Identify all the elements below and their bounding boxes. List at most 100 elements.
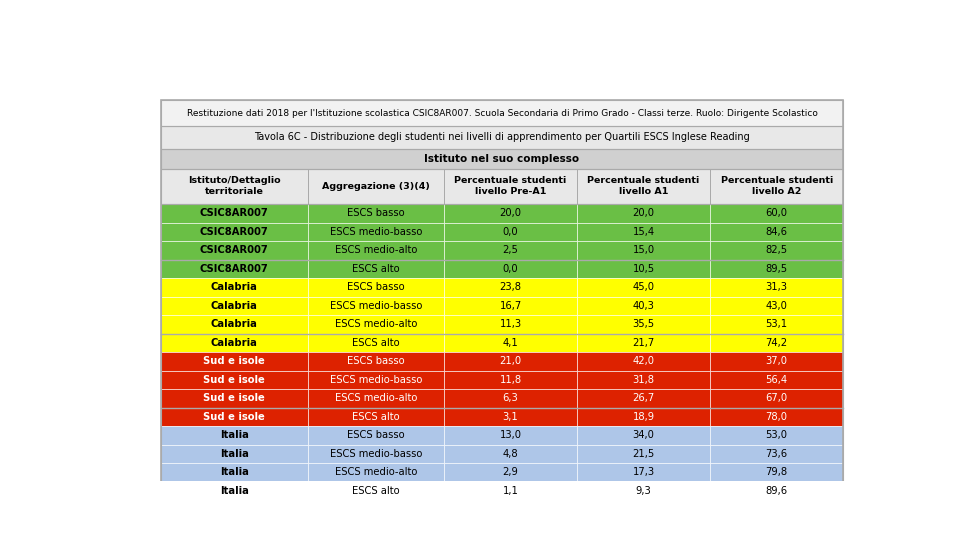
Bar xyxy=(444,426,577,444)
Bar xyxy=(161,370,307,389)
Text: Istituto nel suo complesso: Istituto nel suo complesso xyxy=(424,154,580,164)
Text: 42,0: 42,0 xyxy=(633,356,655,366)
Bar xyxy=(710,222,843,241)
Text: 74,2: 74,2 xyxy=(765,338,788,348)
Bar xyxy=(710,315,843,334)
Text: Italia: Italia xyxy=(220,449,249,459)
Text: Italia: Italia xyxy=(220,486,249,496)
Text: Italia: Italia xyxy=(220,468,249,477)
Bar xyxy=(710,204,843,222)
Text: 1,1: 1,1 xyxy=(503,486,518,496)
Text: 6,3: 6,3 xyxy=(503,393,518,403)
Bar xyxy=(307,389,444,408)
Bar xyxy=(161,204,307,222)
Text: ESCS alto: ESCS alto xyxy=(352,412,399,422)
Bar xyxy=(577,278,710,296)
Text: ESCS medio-alto: ESCS medio-alto xyxy=(335,468,417,477)
Text: 56,4: 56,4 xyxy=(765,375,788,385)
Text: 60,0: 60,0 xyxy=(766,208,787,218)
Bar xyxy=(161,408,307,426)
Text: 31,3: 31,3 xyxy=(766,282,787,292)
Bar xyxy=(161,222,307,241)
Text: 2,9: 2,9 xyxy=(503,468,518,477)
Text: Sud e isole: Sud e isole xyxy=(204,393,265,403)
Bar xyxy=(161,444,307,463)
Bar xyxy=(444,315,577,334)
Bar xyxy=(577,444,710,463)
Text: 43,0: 43,0 xyxy=(766,301,787,311)
Text: Percentuale studenti
livello A1: Percentuale studenti livello A1 xyxy=(588,177,700,197)
Bar xyxy=(307,260,444,278)
Bar xyxy=(710,463,843,482)
Text: 13,0: 13,0 xyxy=(499,430,521,441)
Bar xyxy=(161,100,843,126)
Bar xyxy=(161,126,843,149)
Bar xyxy=(710,389,843,408)
Text: ESCS medio-basso: ESCS medio-basso xyxy=(329,227,422,237)
Bar xyxy=(307,278,444,296)
Bar xyxy=(307,222,444,241)
Bar xyxy=(161,126,843,149)
Bar xyxy=(444,241,577,260)
Bar xyxy=(577,426,710,444)
Bar xyxy=(577,334,710,352)
Bar xyxy=(444,204,577,222)
Bar xyxy=(577,482,710,500)
Bar xyxy=(307,241,444,260)
Bar xyxy=(577,204,710,222)
Text: 89,5: 89,5 xyxy=(765,264,788,274)
Text: 73,6: 73,6 xyxy=(765,449,788,459)
Bar xyxy=(307,426,444,444)
Bar xyxy=(307,408,444,426)
Text: ESCS basso: ESCS basso xyxy=(347,430,405,441)
Text: 18,9: 18,9 xyxy=(633,412,655,422)
Text: 11,3: 11,3 xyxy=(499,319,521,329)
Bar xyxy=(161,278,307,296)
Text: 31,8: 31,8 xyxy=(633,375,655,385)
Text: 21,0: 21,0 xyxy=(499,356,521,366)
Text: ESCS medio-alto: ESCS medio-alto xyxy=(335,319,417,329)
Bar xyxy=(307,296,444,315)
Text: 45,0: 45,0 xyxy=(633,282,655,292)
Bar xyxy=(577,370,710,389)
Bar xyxy=(710,296,843,315)
Bar xyxy=(710,408,843,426)
Text: ESCS medio-alto: ESCS medio-alto xyxy=(335,245,417,255)
Bar xyxy=(444,444,577,463)
Text: ESCS alto: ESCS alto xyxy=(352,264,399,274)
Bar xyxy=(161,463,307,482)
Text: ESCS basso: ESCS basso xyxy=(347,356,405,366)
Bar xyxy=(710,241,843,260)
Text: 21,5: 21,5 xyxy=(633,449,655,459)
Text: Sud e isole: Sud e isole xyxy=(204,375,265,385)
Text: 79,8: 79,8 xyxy=(765,468,788,477)
Bar xyxy=(444,334,577,352)
Text: Calabria: Calabria xyxy=(211,319,257,329)
Bar xyxy=(161,389,307,408)
Bar xyxy=(577,463,710,482)
Bar xyxy=(577,260,710,278)
Text: 53,0: 53,0 xyxy=(766,430,787,441)
Text: Istituto/Dettaglio
territoriale: Istituto/Dettaglio territoriale xyxy=(188,177,280,197)
Text: 3,1: 3,1 xyxy=(503,412,518,422)
Bar xyxy=(444,352,577,370)
Bar xyxy=(444,370,577,389)
Bar xyxy=(161,296,307,315)
Text: 9,3: 9,3 xyxy=(636,486,652,496)
Text: ESCS medio-basso: ESCS medio-basso xyxy=(329,375,422,385)
Text: Aggregazione (3)(4): Aggregazione (3)(4) xyxy=(322,182,430,191)
Bar xyxy=(710,444,843,463)
Text: ESCS alto: ESCS alto xyxy=(352,486,399,496)
Text: Percentuale studenti
livello Pre-A1: Percentuale studenti livello Pre-A1 xyxy=(454,177,566,197)
Text: ESCS alto: ESCS alto xyxy=(352,338,399,348)
Bar xyxy=(307,370,444,389)
Bar xyxy=(161,149,843,169)
Text: 34,0: 34,0 xyxy=(633,430,655,441)
Bar xyxy=(444,408,577,426)
Bar xyxy=(444,482,577,500)
Bar xyxy=(577,408,710,426)
Text: 0,0: 0,0 xyxy=(503,264,518,274)
Text: 4,8: 4,8 xyxy=(503,449,518,459)
Text: 89,6: 89,6 xyxy=(765,486,788,496)
Bar xyxy=(444,463,577,482)
